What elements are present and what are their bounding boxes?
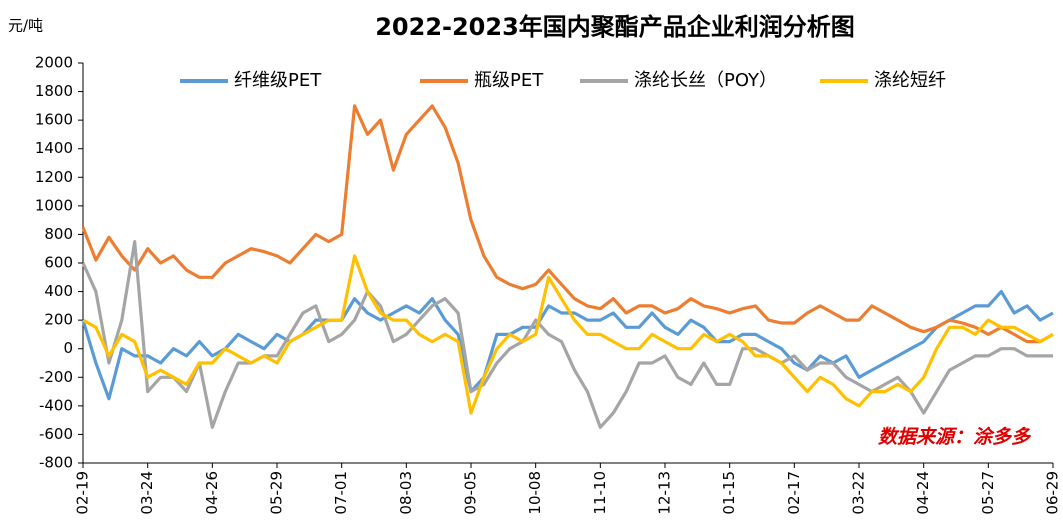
x-tick-label: 02-19 bbox=[74, 471, 92, 515]
series-line bbox=[81, 290, 1054, 401]
x-tick-label: 12-13 bbox=[656, 471, 674, 515]
legend-label: 瓶级PET bbox=[474, 70, 544, 91]
x-tick-label: 11-10 bbox=[591, 471, 609, 515]
y-tick-label: -600 bbox=[39, 425, 73, 443]
x-tick-label: 05-27 bbox=[979, 471, 997, 515]
y-axis-label: 元/吨 bbox=[8, 17, 43, 35]
legend-label: 涤纶长丝（POY） bbox=[634, 70, 777, 91]
y-tick-label: 400 bbox=[44, 282, 73, 300]
x-tick-label: 09-05 bbox=[462, 471, 480, 515]
x-tick-label: 04-24 bbox=[914, 471, 932, 515]
y-tick-label: 1600 bbox=[35, 111, 73, 129]
x-tick-label: 08-03 bbox=[397, 471, 415, 515]
y-tick-label: 0 bbox=[63, 339, 73, 357]
x-tick-label: 10-08 bbox=[526, 471, 544, 515]
legend-label: 纤维级PET bbox=[234, 70, 322, 91]
y-tick-label: 600 bbox=[44, 254, 73, 272]
chart-title: 2022-2023年国内聚酯产品企业利润分析图 bbox=[375, 13, 855, 41]
y-tick-label: 800 bbox=[44, 225, 73, 243]
y-tick-label: 2000 bbox=[35, 54, 73, 72]
y-tick-label: 1000 bbox=[35, 196, 73, 214]
x-tick-label: 05-29 bbox=[268, 471, 286, 515]
y-tick-label: -400 bbox=[39, 396, 73, 414]
x-tick-label: 02-17 bbox=[785, 471, 803, 515]
series-line bbox=[81, 240, 1053, 429]
x-tick-label: 07-01 bbox=[332, 471, 350, 515]
y-tick-label: -800 bbox=[39, 454, 73, 472]
series-line bbox=[81, 104, 1054, 344]
source-note: 数据来源：涂多多 bbox=[878, 426, 1032, 448]
legend-label: 涤纶短纤 bbox=[874, 70, 946, 91]
series-line bbox=[82, 254, 1054, 415]
y-tick-label: 200 bbox=[44, 311, 73, 329]
x-tick-label: 03-24 bbox=[138, 471, 156, 515]
y-tick-label: 1200 bbox=[35, 168, 73, 186]
x-tick-label: 04-26 bbox=[203, 471, 221, 515]
y-tick-label: 1800 bbox=[35, 82, 73, 100]
y-tick-label: 1400 bbox=[35, 139, 73, 157]
x-tick-label: 06-29 bbox=[1044, 471, 1062, 515]
y-tick-label: -200 bbox=[39, 368, 73, 386]
x-tick-label: 01-15 bbox=[720, 471, 738, 515]
x-tick-label: 03-22 bbox=[850, 471, 868, 515]
